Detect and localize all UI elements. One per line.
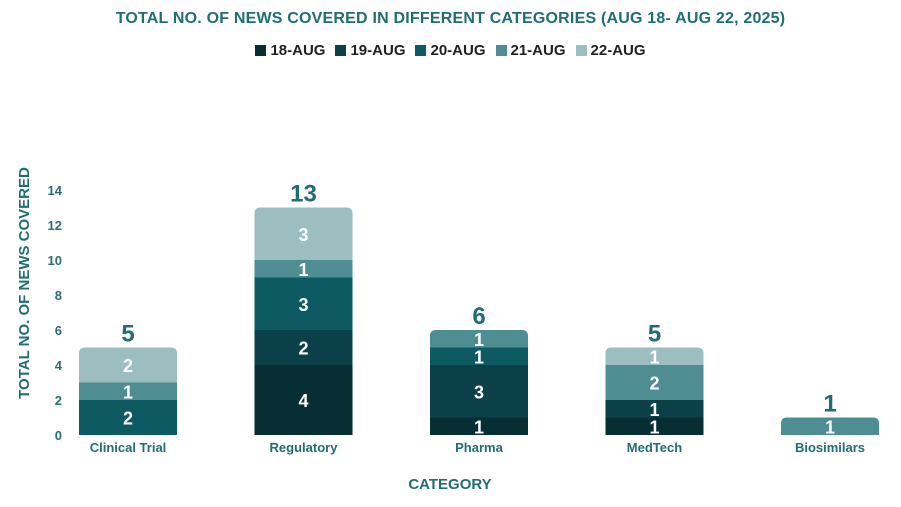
legend-swatch [495,45,507,56]
segment-value-label: 4 [298,391,308,411]
bar-segment [781,417,879,435]
legend-item: 19-AUG [335,42,405,59]
bar-stack [254,207,353,435]
segment-value-label: 2 [298,339,308,359]
bar-segment [605,347,704,365]
segment-value-label: 1 [298,260,308,280]
y-axis-title: TOTAL NO. OF NEWS COVERED [16,167,33,399]
bar-segment [605,365,704,400]
legend-swatch [335,45,347,56]
segment-value-label: 1 [474,417,484,437]
y-tick-label: 8 [55,288,62,303]
bar-segment [79,400,177,435]
bar-segment [605,400,704,418]
bar-segment [605,417,704,435]
segment-value-label: 3 [474,382,484,402]
bar-total-label: 5 [121,321,134,348]
segment-value-label: 2 [649,374,659,394]
bar-total-label: 6 [472,303,485,330]
bar-segment [254,330,353,365]
bar-segment [79,347,177,383]
legend-item: 20-AUG [415,42,486,59]
y-tick-label: 4 [55,358,63,373]
bar-segment [430,330,528,348]
segment-value-label: 3 [298,225,308,245]
bar-segment [430,365,528,418]
x-tick-label: Biosimilars [795,440,865,455]
x-axis-title: CATEGORY [408,476,491,493]
x-tick-label: Clinical Trial [90,440,167,455]
segment-value-label: 1 [649,417,659,437]
bar-stack [781,417,879,435]
segment-value-label: 1 [474,330,484,350]
segment-value-label: 1 [649,347,659,367]
legend-label: 22-AUG [590,42,646,59]
y-tick-label: 10 [48,253,62,268]
segment-value-label: 3 [298,295,308,315]
legend-label: 18-AUG [270,42,326,59]
bar-total-label: 13 [290,181,317,208]
segment-value-label: 1 [474,347,484,367]
segment-value-label: 1 [825,417,835,437]
x-tick-label: Regulatory [270,440,339,455]
bar-stack [79,347,177,435]
y-tick-label: 6 [55,323,62,338]
legend-swatch [575,45,587,56]
y-tick-label: 0 [55,428,62,443]
bar-stack [605,347,704,435]
bar-segment [254,260,353,278]
legend-label: 19-AUG [350,42,406,59]
bar-segment [254,207,353,260]
y-tick-label: 2 [55,393,62,408]
segment-value-label: 2 [123,409,133,429]
legend-swatch [255,45,267,56]
legend-label: 20-AUG [430,42,486,59]
bar-segment [254,365,353,435]
segment-value-label: 2 [123,356,133,376]
y-tick-label: 12 [48,218,62,233]
bar-total-label: 5 [648,321,661,348]
segment-value-label: 1 [123,382,133,402]
x-tick-label: MedTech [627,440,682,455]
bar-segment [79,382,177,400]
bar-segment [430,347,528,365]
y-tick-label: 14 [48,183,63,198]
bar-segment [430,417,528,435]
segment-value-label: 1 [649,400,659,420]
legend: 18-AUG 19-AUG 20-AUG 21-AUG 22-AUG [0,42,901,59]
chart-title: TOTAL NO. OF NEWS COVERED IN DIFFERENT C… [115,10,786,27]
bar-total-label: 1 [823,391,836,418]
legend-swatch [415,45,427,56]
legend-item: 21-AUG [495,42,566,59]
bar-stack [430,330,528,435]
x-tick-label: Pharma [455,440,503,455]
legend-item: 18-AUG [255,42,325,59]
legend-label: 21-AUG [510,42,566,59]
legend-item: 22-AUG [575,42,646,59]
bar-segment [254,277,353,330]
